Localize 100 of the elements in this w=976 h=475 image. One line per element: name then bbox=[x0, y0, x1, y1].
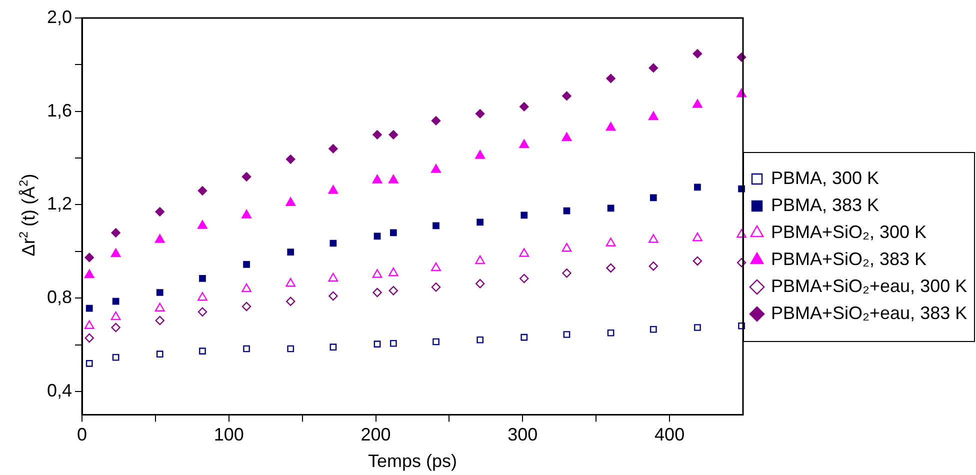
point bbox=[84, 333, 94, 343]
point bbox=[694, 324, 701, 331]
point bbox=[110, 248, 121, 258]
point bbox=[155, 316, 164, 326]
point bbox=[563, 331, 570, 338]
point bbox=[243, 345, 250, 352]
point bbox=[198, 292, 208, 301]
point bbox=[330, 240, 337, 247]
point bbox=[242, 172, 252, 182]
point bbox=[286, 278, 296, 287]
point bbox=[287, 248, 294, 256]
y-tick-label: 1,2 bbox=[46, 194, 72, 214]
point bbox=[519, 139, 530, 148]
point bbox=[520, 102, 529, 112]
x-tick-label: 0 bbox=[77, 424, 88, 445]
point bbox=[692, 49, 702, 58]
point bbox=[431, 262, 441, 272]
point bbox=[562, 91, 572, 101]
point bbox=[388, 174, 398, 184]
point bbox=[110, 311, 121, 320]
point bbox=[563, 207, 570, 214]
point bbox=[432, 222, 440, 230]
point bbox=[372, 269, 382, 278]
point bbox=[242, 210, 252, 218]
point bbox=[328, 272, 338, 282]
point bbox=[198, 220, 208, 229]
point bbox=[287, 345, 294, 352]
point bbox=[328, 185, 338, 194]
legend-label: PBMA+SiO₂, 300 K bbox=[771, 222, 927, 242]
x-axis-title: Temps (ps) bbox=[368, 451, 458, 472]
x-tick-label: 400 bbox=[654, 424, 685, 445]
point bbox=[84, 320, 94, 329]
point bbox=[286, 296, 296, 306]
point bbox=[390, 229, 397, 236]
point bbox=[648, 111, 658, 120]
legend-label: PBMA+SiO₂+eau, 383 K bbox=[771, 302, 968, 323]
x-tick-label: 300 bbox=[508, 424, 538, 445]
point bbox=[648, 262, 658, 271]
point bbox=[286, 197, 296, 206]
point bbox=[431, 164, 441, 173]
point bbox=[388, 130, 398, 140]
point bbox=[242, 302, 252, 312]
point bbox=[243, 261, 250, 268]
point bbox=[431, 282, 441, 292]
point bbox=[86, 360, 93, 367]
point bbox=[111, 322, 120, 332]
point bbox=[519, 248, 530, 257]
point bbox=[374, 340, 381, 348]
point bbox=[692, 256, 702, 266]
point bbox=[328, 291, 338, 301]
point bbox=[242, 283, 252, 292]
point bbox=[156, 350, 164, 358]
point bbox=[155, 207, 164, 216]
point bbox=[607, 329, 614, 336]
point bbox=[374, 232, 381, 240]
point bbox=[562, 243, 572, 252]
point bbox=[372, 130, 382, 140]
point bbox=[372, 174, 382, 184]
point bbox=[650, 326, 657, 333]
point bbox=[388, 286, 398, 296]
y-tick-label: 1,6 bbox=[46, 100, 72, 120]
point bbox=[692, 232, 702, 242]
point bbox=[475, 109, 485, 118]
x-tick-label: 200 bbox=[360, 424, 391, 445]
point bbox=[198, 186, 208, 196]
point bbox=[198, 307, 208, 316]
point bbox=[606, 263, 616, 273]
point bbox=[154, 234, 165, 243]
legend-label: PBMA, 300 K bbox=[771, 168, 880, 188]
point bbox=[156, 289, 164, 296]
point bbox=[432, 338, 440, 346]
point bbox=[199, 275, 206, 282]
point bbox=[390, 340, 397, 347]
point bbox=[330, 344, 337, 351]
point bbox=[431, 116, 441, 126]
point bbox=[476, 336, 484, 344]
point bbox=[84, 252, 94, 262]
point bbox=[388, 268, 398, 276]
point bbox=[476, 218, 484, 226]
point bbox=[372, 288, 382, 298]
y-tick-label: 0,8 bbox=[46, 287, 72, 308]
point bbox=[694, 184, 701, 191]
point bbox=[112, 354, 120, 361]
point bbox=[84, 269, 94, 278]
point bbox=[475, 279, 485, 288]
point bbox=[286, 154, 296, 164]
point bbox=[199, 348, 206, 355]
legend-label: PBMA+SiO₂, 383 K bbox=[771, 248, 927, 269]
y-tick-label: 2,0 bbox=[46, 6, 72, 27]
point bbox=[520, 212, 528, 219]
point bbox=[475, 150, 486, 159]
x-tick-label: 100 bbox=[214, 424, 244, 445]
point bbox=[648, 234, 658, 243]
point bbox=[328, 144, 338, 154]
point bbox=[606, 74, 616, 84]
point bbox=[650, 194, 657, 202]
point bbox=[607, 204, 614, 212]
y-tick-label: 0,4 bbox=[46, 380, 72, 400]
point bbox=[562, 132, 572, 142]
point bbox=[112, 298, 120, 305]
